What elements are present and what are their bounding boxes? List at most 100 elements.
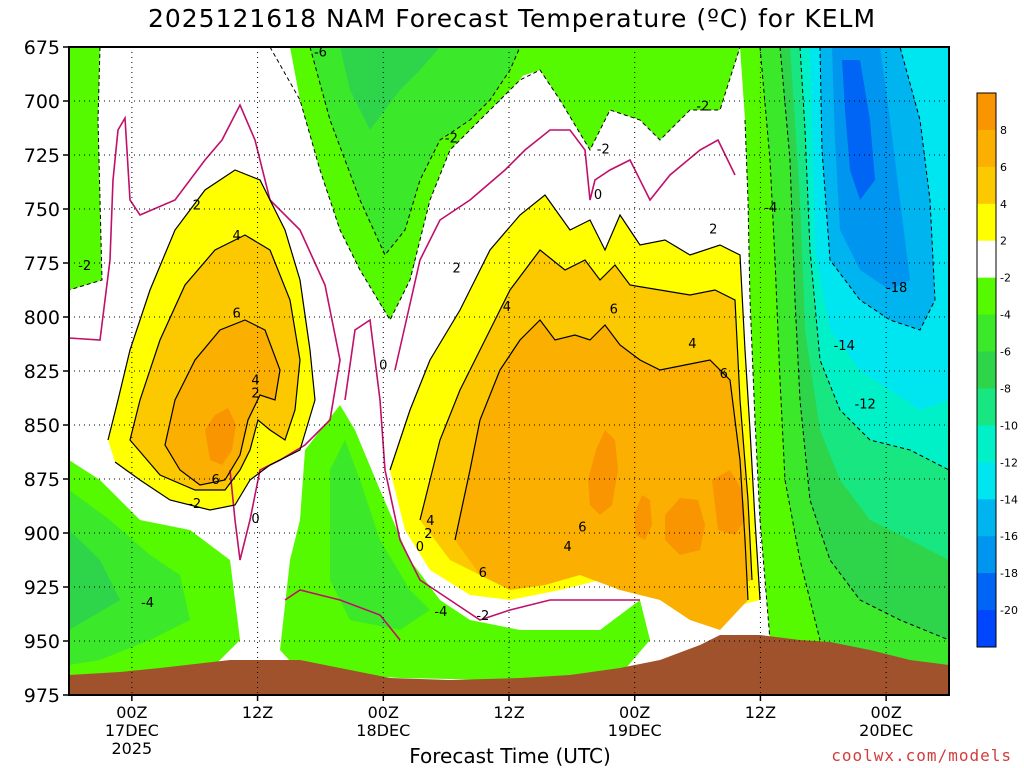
contour-label: 4 — [251, 374, 259, 389]
contour-label: 4 — [564, 540, 572, 555]
colorbar-label: 6 — [1000, 161, 1007, 174]
contour-label: -4 — [764, 201, 777, 216]
contour-label: -14 — [834, 339, 855, 354]
contour-lines — [69, 47, 949, 641]
fill-band-minus6-minus8 — [340, 47, 440, 130]
contour-label: 6 — [720, 367, 728, 382]
colorbar-swatch — [977, 166, 996, 205]
contour-0c-center — [344, 318, 640, 621]
y-tick-label: 825 — [24, 361, 60, 383]
contour-0c-left — [69, 103, 341, 561]
contour-label: -2 — [597, 143, 610, 158]
contour-label: 2 — [193, 199, 201, 214]
y-tick-label: 925 — [24, 577, 60, 599]
contour-0c-bottom-left — [284, 589, 401, 641]
colorbar-label: -8 — [1000, 382, 1011, 395]
colorbar-label: -16 — [1000, 530, 1018, 543]
colorbar-frame — [976, 92, 997, 648]
fill-band-lower-mid-darkgreen — [330, 440, 430, 630]
contour-6c-center — [454, 319, 749, 601]
x-tick-label: 19DEC — [608, 721, 662, 740]
chart-title: 2025121618 NAM Forecast Temperature (ºC)… — [147, 4, 877, 33]
y-tick-label: 900 — [24, 523, 60, 545]
contour-label: -2 — [188, 497, 201, 512]
y-axis: 675 700 725 750 775 800 825 850 875 900 925 950 975 — [24, 37, 69, 707]
contour-label: 0 — [416, 540, 424, 555]
colorbar-label: -18 — [1000, 567, 1018, 580]
contour-minus4c — [309, 47, 821, 641]
colorbar-swatch — [977, 610, 996, 648]
colorbar-swatch — [977, 499, 996, 537]
x-tick-label: 00Z — [619, 703, 650, 722]
contour-label: -2 — [445, 132, 458, 147]
contour-0c-upper — [394, 129, 736, 371]
fill-band-8plus-center-4 — [712, 470, 745, 535]
y-tick-label: 725 — [24, 145, 60, 167]
fill-band-6-8-left-dome — [165, 320, 280, 485]
colorbar-swatch — [977, 93, 996, 131]
contour-label: -6 — [314, 45, 327, 60]
temperature-fill-layer — [69, 47, 949, 690]
colorbar-label: 8 — [1000, 124, 1007, 137]
x-tick-label: 00Z — [116, 703, 147, 722]
x-tick-label: 12Z — [493, 703, 524, 722]
colorbar-swatch — [977, 314, 996, 353]
contour-minus16c — [819, 47, 936, 331]
contour-label: 6 — [479, 566, 487, 581]
contour-minus12c — [799, 47, 949, 471]
contour-label: 6 — [610, 302, 618, 317]
colorbar-label: -6 — [1000, 346, 1011, 359]
colorbar-swatch — [977, 388, 996, 426]
contour-label: 0 — [594, 188, 602, 203]
contour-label: -2 — [476, 609, 489, 624]
contour-label: 2 — [452, 261, 460, 276]
fill-band-minus2-minus4-topmid — [270, 47, 740, 150]
colorbar-label: -14 — [1000, 493, 1018, 506]
contour-label: 4 — [426, 514, 434, 529]
colorbar-label: -12 — [1000, 456, 1018, 469]
fill-band-8plus-center-3 — [665, 498, 705, 555]
fill-band-lower-left-darkgreen — [69, 490, 190, 665]
colorbar-swatch — [977, 240, 996, 279]
fill-band-below-minus20-right — [842, 60, 875, 200]
colorbar-swatch — [977, 277, 996, 316]
x-axis-label: Forecast Time (UTC) — [409, 744, 611, 768]
contour-label: 6 — [232, 307, 240, 322]
y-tick-label: 850 — [24, 415, 60, 437]
contour-label: -4 — [141, 596, 154, 611]
fill-band-lower-left-teal — [69, 530, 120, 630]
y-tick-label: 875 — [24, 469, 60, 491]
terrain-ground — [69, 635, 949, 695]
x-tick-label: 18DEC — [356, 721, 410, 740]
contour-label: 6 — [212, 473, 220, 488]
x-tick-label: 17DEC — [105, 721, 159, 740]
contour-4c-center — [419, 249, 753, 581]
contour-label: 0 — [379, 359, 387, 374]
colorbar-swatch — [977, 425, 996, 463]
fill-band-8plus-center-2 — [634, 495, 652, 540]
colorbar-swatch — [977, 573, 996, 611]
source-credit: coolwx.com/models — [831, 746, 1012, 765]
y-tick-label: 950 — [24, 631, 60, 653]
contour-label: -4 — [434, 605, 447, 620]
contour-label: 2 — [424, 527, 432, 542]
y-tick-label: 775 — [24, 253, 60, 275]
fill-band-8plus-center-1 — [588, 430, 618, 515]
y-tick-label: 750 — [24, 199, 60, 221]
contour-label: -18 — [886, 281, 907, 296]
colorbar-swatch — [977, 129, 996, 168]
colorbar: 8 6 4 2 -2 -4 -6 -8 -10 -12 -14 -16 -18 -20 — [976, 92, 1018, 648]
colorbar-label: -2 — [1000, 272, 1011, 285]
colorbar-swatch — [977, 462, 996, 500]
colorbar-swatch — [977, 203, 996, 242]
y-tick-label: 675 — [24, 37, 60, 59]
y-tick-label: 975 — [24, 685, 60, 707]
x-tick-label: 2025 — [111, 739, 152, 758]
colorbar-swatch — [977, 536, 996, 574]
contour-label: 0 — [251, 512, 259, 527]
x-tick-label: 00Z — [368, 703, 399, 722]
x-tick-label: 00Z — [870, 703, 901, 722]
